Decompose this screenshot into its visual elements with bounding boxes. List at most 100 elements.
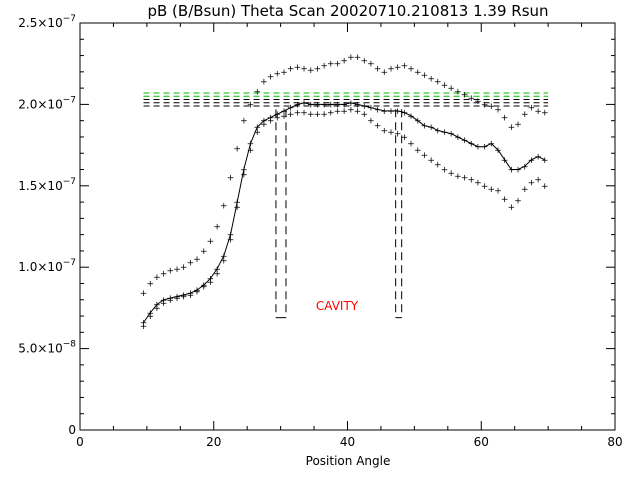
- data-point: +: [501, 195, 509, 205]
- data-point: +: [407, 139, 415, 149]
- data-point: +: [240, 166, 248, 176]
- data-point: +: [173, 293, 181, 303]
- data-point: +: [233, 203, 241, 213]
- x-tick-label: 80: [607, 435, 622, 449]
- data-point: +: [180, 291, 188, 301]
- data-point: +: [280, 112, 288, 122]
- data-point: +: [334, 100, 342, 110]
- data-point: +: [160, 270, 168, 280]
- data-point: +: [474, 143, 482, 153]
- data-point: +: [300, 99, 308, 109]
- x-axis-label: Position Angle: [306, 454, 391, 468]
- data-point: +: [414, 68, 422, 78]
- data-point: +: [247, 139, 255, 149]
- data-point: +: [240, 117, 248, 127]
- data-point: +: [381, 68, 389, 78]
- data-point: +: [494, 187, 502, 197]
- data-point: +: [167, 296, 175, 306]
- y-tick-label: 1.5×10−7: [18, 177, 76, 193]
- data-point: +: [213, 265, 221, 275]
- data-point: +: [434, 126, 442, 136]
- data-point: +: [427, 74, 435, 84]
- data-point: +: [387, 65, 395, 75]
- data-point: +: [427, 123, 435, 133]
- data-point: +: [227, 236, 235, 246]
- data-point: +: [534, 152, 542, 162]
- chart-title: pB (B/Bsun) Theta Scan 20020710.210813 1…: [147, 2, 548, 20]
- data-point: +: [354, 53, 362, 63]
- data-point: +: [528, 156, 536, 166]
- y-tick-label: 0: [68, 423, 76, 437]
- data-point: +: [207, 278, 215, 288]
- data-point: +: [227, 174, 235, 184]
- data-point: +: [394, 63, 402, 73]
- data-point: +: [193, 288, 201, 298]
- data-point: +: [414, 146, 422, 156]
- data-point: +: [340, 107, 348, 117]
- data-point: +: [327, 60, 335, 70]
- data-point: +: [347, 99, 355, 109]
- data-point: +: [488, 185, 496, 195]
- data-point: +: [514, 120, 522, 130]
- data-point: +: [193, 255, 201, 265]
- data-point: +: [481, 100, 489, 110]
- data-point: +: [360, 110, 368, 120]
- x-tick-label: 0: [76, 435, 84, 449]
- data-point: +: [521, 110, 529, 120]
- series-upper: +++ + + + + + +++++++++++ + + + + + + + + + + + + + + + + + + + + +…: [140, 53, 549, 299]
- data-point: +: [300, 109, 308, 119]
- data-point: +: [474, 179, 482, 189]
- data-point: +: [294, 63, 302, 73]
- data-point: +: [340, 56, 348, 66]
- data-point: +: [461, 91, 469, 101]
- data-point: +: [287, 65, 295, 75]
- data-point: +: [374, 122, 382, 132]
- data-point: +: [354, 100, 362, 110]
- data-point: +: [467, 175, 475, 185]
- data-point: +: [454, 172, 462, 182]
- y-axis: 0 5.0×10−8 1.0×10−7 1.5×10−7 2.0×10−7 2.5×10−…: [18, 14, 615, 437]
- y-tick-label: 5.0×10−8: [18, 340, 76, 356]
- data-point: +: [187, 291, 195, 301]
- data-point: +: [180, 293, 188, 303]
- data-point: +: [401, 133, 409, 143]
- data-point: +: [307, 100, 315, 110]
- data-point: +: [501, 113, 509, 123]
- data-point: +: [521, 162, 529, 172]
- data-point: +: [300, 65, 308, 75]
- data-point: +: [514, 166, 522, 176]
- data-point: +: [467, 94, 475, 104]
- data-point: +: [481, 182, 489, 192]
- data-point: +: [220, 252, 228, 262]
- series-lower: +++ + + + + + + + +++++++++ + + + + + + + + + + + + + + ++ + + + + +…: [140, 105, 549, 332]
- x-tick-label: 20: [206, 435, 221, 449]
- data-point: +: [394, 107, 402, 117]
- data-point: +: [447, 130, 455, 140]
- data-point: +: [307, 66, 315, 76]
- data-point: +: [320, 61, 328, 71]
- reference-lines: [143, 92, 549, 107]
- data-point: +: [541, 182, 549, 192]
- cavity-boundaries: [275, 109, 403, 319]
- data-point: +: [407, 65, 415, 75]
- data-point: +: [253, 87, 261, 97]
- data-point: +: [146, 309, 154, 319]
- data-point: +: [173, 294, 181, 304]
- x-tick-label: 60: [474, 435, 489, 449]
- data-point: +: [528, 179, 536, 189]
- data-point: +: [481, 143, 489, 153]
- data-point: +: [146, 279, 154, 289]
- data-point: +: [454, 87, 462, 97]
- data-point: +: [367, 104, 375, 114]
- series-line: [143, 102, 546, 323]
- data-point: +: [340, 100, 348, 110]
- data-point: +: [521, 185, 529, 195]
- data-point: +: [146, 312, 154, 322]
- data-point: +: [260, 78, 268, 88]
- data-point: +: [160, 299, 168, 309]
- data-point: +: [494, 146, 502, 156]
- data-point: +: [387, 107, 395, 117]
- data-point: +: [227, 231, 235, 241]
- data-point: +: [421, 122, 429, 132]
